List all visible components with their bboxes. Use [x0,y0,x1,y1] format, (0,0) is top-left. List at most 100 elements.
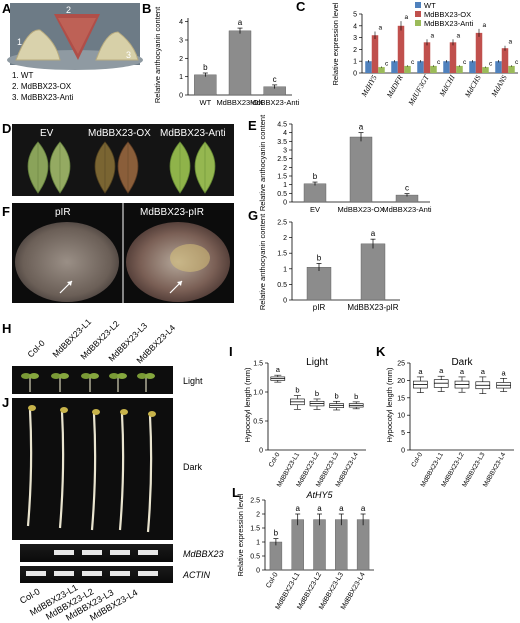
bar [360,243,386,301]
leaves-photo: EV MdBBX23-OX MdBBX23-Anti [12,124,234,196]
significance-letter: a [502,368,507,377]
etiolated-hypocotyl [146,415,153,533]
y-tick-label: 4.5 [277,122,287,129]
bar-2 [508,65,515,73]
y-axis-label: Relative anthocyanin content [258,213,267,310]
etiolated-hypocotyl [90,413,97,531]
bar-1 [501,48,509,73]
condition-light: Light [183,376,203,386]
gel-band-actin [54,571,74,576]
etiolated-hypocotyl [118,413,125,531]
cotyledon-hook [60,407,68,413]
chart-b: 0 1 2 3 4 Relative anthocyanin content b a c WT Md… [153,6,300,107]
y-tick-label: 1.5 [250,526,260,533]
gel-band-mdbbx23 [110,550,130,555]
significance-letter: a [481,367,486,376]
significance-letter: b [335,391,339,400]
gel-label-actin: ACTIN [182,570,211,580]
cotyledon-hook [92,409,100,415]
significance-letter: a [379,24,383,31]
legend-swatch [415,2,421,8]
x-category-label: MdBBX23-L4 [340,571,367,611]
chart-title: Dark [451,357,473,368]
chart-title: Light [306,357,328,368]
leaves-label-ox: MdBBX23-OX [88,128,151,139]
bar-1 [423,42,431,73]
apple-label-mdbbx23-pir: MdBBX23-pIR [140,207,204,218]
significance-letter: c [437,59,441,66]
bar-2 [430,65,437,73]
y-tick-label: 1 [353,59,357,66]
bar [303,183,327,203]
significance-letter: a [418,367,423,376]
panel-letter-c: C [296,0,306,14]
cotyledon [81,373,91,379]
significance-letter: c [489,61,493,68]
cotyledon [51,373,61,379]
legend-line-2: 2. MdBBX23-OX [12,82,72,91]
seedlings-dark-photo [12,398,173,540]
panel-letter-g: G [248,208,258,223]
significance-letter: a [238,18,243,27]
apples-photo: pIR MdBBX23-pIR [12,203,234,303]
significance-letter: a [460,367,465,376]
line-label-col0: Col-0 [25,338,47,360]
x-category-label: MdHY5 [359,73,379,99]
y-tick-label: 3 [179,38,183,45]
y-tick-label: 0 [179,93,183,100]
photo-number-1: 1 [17,37,22,47]
gel-band-mdbbx23 [54,550,74,555]
gel-image [20,544,173,583]
legend-label: MdBBX23-OX [424,10,471,19]
y-tick-label: 2.5 [277,156,287,163]
x-category-label: MdANS [489,73,509,99]
photo-number-3: 3 [126,50,131,60]
x-category-label: Col-0 [268,451,282,468]
y-tick-label: 25 [397,361,405,368]
significance-letter: a [295,504,300,513]
significance-letter: a [339,504,344,513]
x-category-label: MdDFR [384,73,405,100]
bar [349,136,373,203]
significance-letter: a [457,32,461,39]
leaves-label-ev: EV [40,128,54,139]
legend-label: MdBBX23-Anti [424,19,474,28]
panel-letter-b: B [142,1,151,16]
y-tick-label: 0.5 [250,554,260,561]
x-category-label: MdBBX23-L4 [482,451,508,488]
x-category-label: MdBBX23-Anti [382,205,432,214]
significance-letter: b [274,529,279,538]
y-tick-label: 2.5 [250,498,260,505]
x-category-label: Col-0 [265,571,279,589]
y-tick-label: 5 [401,430,405,437]
bar [291,519,304,571]
bar [228,30,252,96]
y-tick-label: 4 [283,130,287,137]
y-tick-label: 0 [283,298,287,305]
y-tick-label: 1 [283,182,287,189]
gel-band-actin [110,571,130,576]
x-category-label: MdBBX23-OX [337,205,384,214]
cotyledon-hook [120,409,128,415]
x-category-label: MdBBX23-OX [216,98,263,107]
y-tick-label: 2 [283,235,287,242]
panel-letter-d: D [2,121,11,136]
significance-letter: a [276,365,281,374]
bar [306,267,332,301]
chart-l: 0 0.5 1 1.5 2 2.5 Relative expression level b a a… [236,490,374,611]
y-tick-label: 2 [256,512,260,519]
cotyledon [21,373,31,379]
x-category-label: EV [310,205,320,214]
bar [335,519,348,571]
gel-band-actin [138,571,158,576]
gel-label-mdbbx23: MdBBX23 [183,549,224,559]
bar-2 [378,67,385,73]
y-tick-label: 0 [283,200,287,207]
panel-letter-k: K [376,344,386,359]
etiolated-hypocotyl [26,409,33,527]
chart-e: 0 0.5 11.5 2 2.53 3.5 44.5 Relative anthocyanin… [258,114,432,214]
bar [356,519,370,571]
bar-1 [475,32,483,73]
